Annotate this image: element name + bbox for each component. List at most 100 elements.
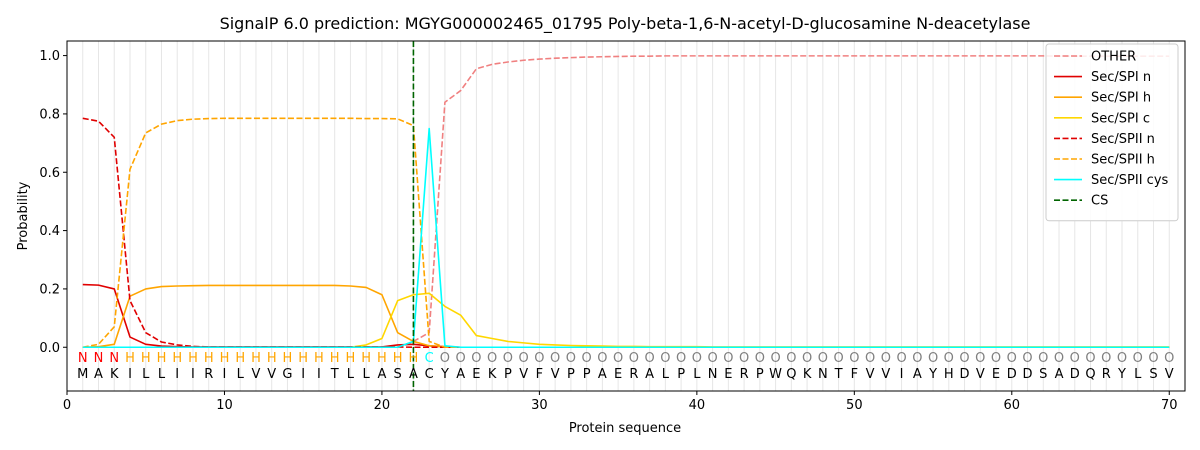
sequence-residue: D [1023,367,1033,382]
x-tick-label: 60 [1004,398,1021,413]
sequence-residue: N [818,367,828,382]
region-label: H [172,351,182,366]
region-label: O [676,351,686,366]
sequence-residue: E [724,367,732,382]
region-label: H [141,351,151,366]
sequence-residue: I [317,367,321,382]
sequence-residue: D [960,367,970,382]
sequence-residue: I [900,367,904,382]
region-label: O [660,351,670,366]
sequence-residue: S [1149,367,1157,382]
sequence-residue: A [409,367,418,382]
sequence-residue: L [237,367,245,382]
region-label: H [267,351,277,366]
region-label: O [1148,351,1158,366]
chart-title: SignalP 6.0 prediction: MGYG000002465_01… [220,14,1031,34]
region-label: H [361,351,371,366]
region-label: H [409,351,419,366]
region-label: O [1117,351,1127,366]
sequence-residue: F [536,367,543,382]
region-label: N [94,351,104,366]
sequence-residue: D [1070,367,1080,382]
region-label: O [707,351,717,366]
region-label: O [881,351,891,366]
sequence-residue: R [204,367,213,382]
region-label: O [645,351,655,366]
sequence-residue: C [425,367,434,382]
region-label: O [692,351,702,366]
x-tick-label: 10 [216,398,233,413]
sequence-residue: A [94,367,103,382]
sequence-residue: E [472,367,480,382]
x-tick-label: 50 [846,398,863,413]
region-label: O [456,351,466,366]
sequence-residue: T [834,367,843,382]
region-label: C [425,351,434,366]
sequence-residue: I [223,367,227,382]
region-label: O [1022,351,1032,366]
x-tick-label: 30 [531,398,548,413]
sequence-residue: Q [1085,367,1095,382]
sequence-residue: P [567,367,575,382]
region-label: O [613,351,623,366]
region-label: O [1038,351,1048,366]
region-label: H [346,351,356,366]
region-label: O [975,351,985,366]
region-label: O [802,351,812,366]
sequence-residue: L [693,367,701,382]
sequence-residue: Y [440,367,449,382]
sequence-residue: Y [1117,367,1126,382]
sequence-residue: H [944,367,954,382]
x-tick-label: 20 [374,398,391,413]
sequence-residue: F [851,367,858,382]
legend-label: Sec/SPI h [1091,91,1151,106]
region-label: O [1007,351,1017,366]
sequence-residue: V [252,367,261,382]
sequence-residue: V [976,367,985,382]
sequence-residue: V [866,367,875,382]
region-label: O [739,351,749,366]
region-label: O [487,351,497,366]
legend-label: Sec/SPII cys [1091,173,1169,188]
sequence-residue: L [662,367,670,382]
sequence-residue: L [347,367,355,382]
region-label: O [944,351,954,366]
sequence-residue: L [142,367,150,382]
sequence-residue: I [128,367,132,382]
x-axis-title: Protein sequence [569,421,681,436]
sequence-residue: A [645,367,654,382]
legend-label: Sec/SPI n [1091,70,1151,85]
axes-frame [66,40,1186,392]
region-label: O [849,351,859,366]
region-label: H [251,351,261,366]
x-tick-label: 0 [63,398,71,413]
sequence-residue: R [1102,367,1111,382]
sequence-residue: P [504,367,512,382]
region-label: H [157,351,167,366]
sequence-residue: D [1007,367,1017,382]
x-tick-label: 40 [689,398,706,413]
sequence-residue: E [992,367,1000,382]
sequence-residue: W [769,367,782,382]
sequence-residue: V [267,367,276,382]
sequence-residue: A [1055,367,1064,382]
region-label: H [377,351,387,366]
region-label: O [566,351,576,366]
sequence-residue: Q [786,367,796,382]
region-label: O [755,351,765,366]
sequence-residue: V [551,367,560,382]
region-label: N [109,351,119,366]
region-label: H [283,351,293,366]
series-lines [82,55,1170,349]
sequence-residue: I [175,367,179,382]
sequence-residue: V [1165,367,1174,382]
legend-label: Sec/SPII h [1091,153,1155,168]
sequence-residue: G [282,367,292,382]
region-label: O [550,351,560,366]
sequence-residue: R [629,367,638,382]
region-label: O [1101,351,1111,366]
region-label: O [503,351,513,366]
sequence-residue: Y [928,367,937,382]
sequence-residue: R [740,367,749,382]
